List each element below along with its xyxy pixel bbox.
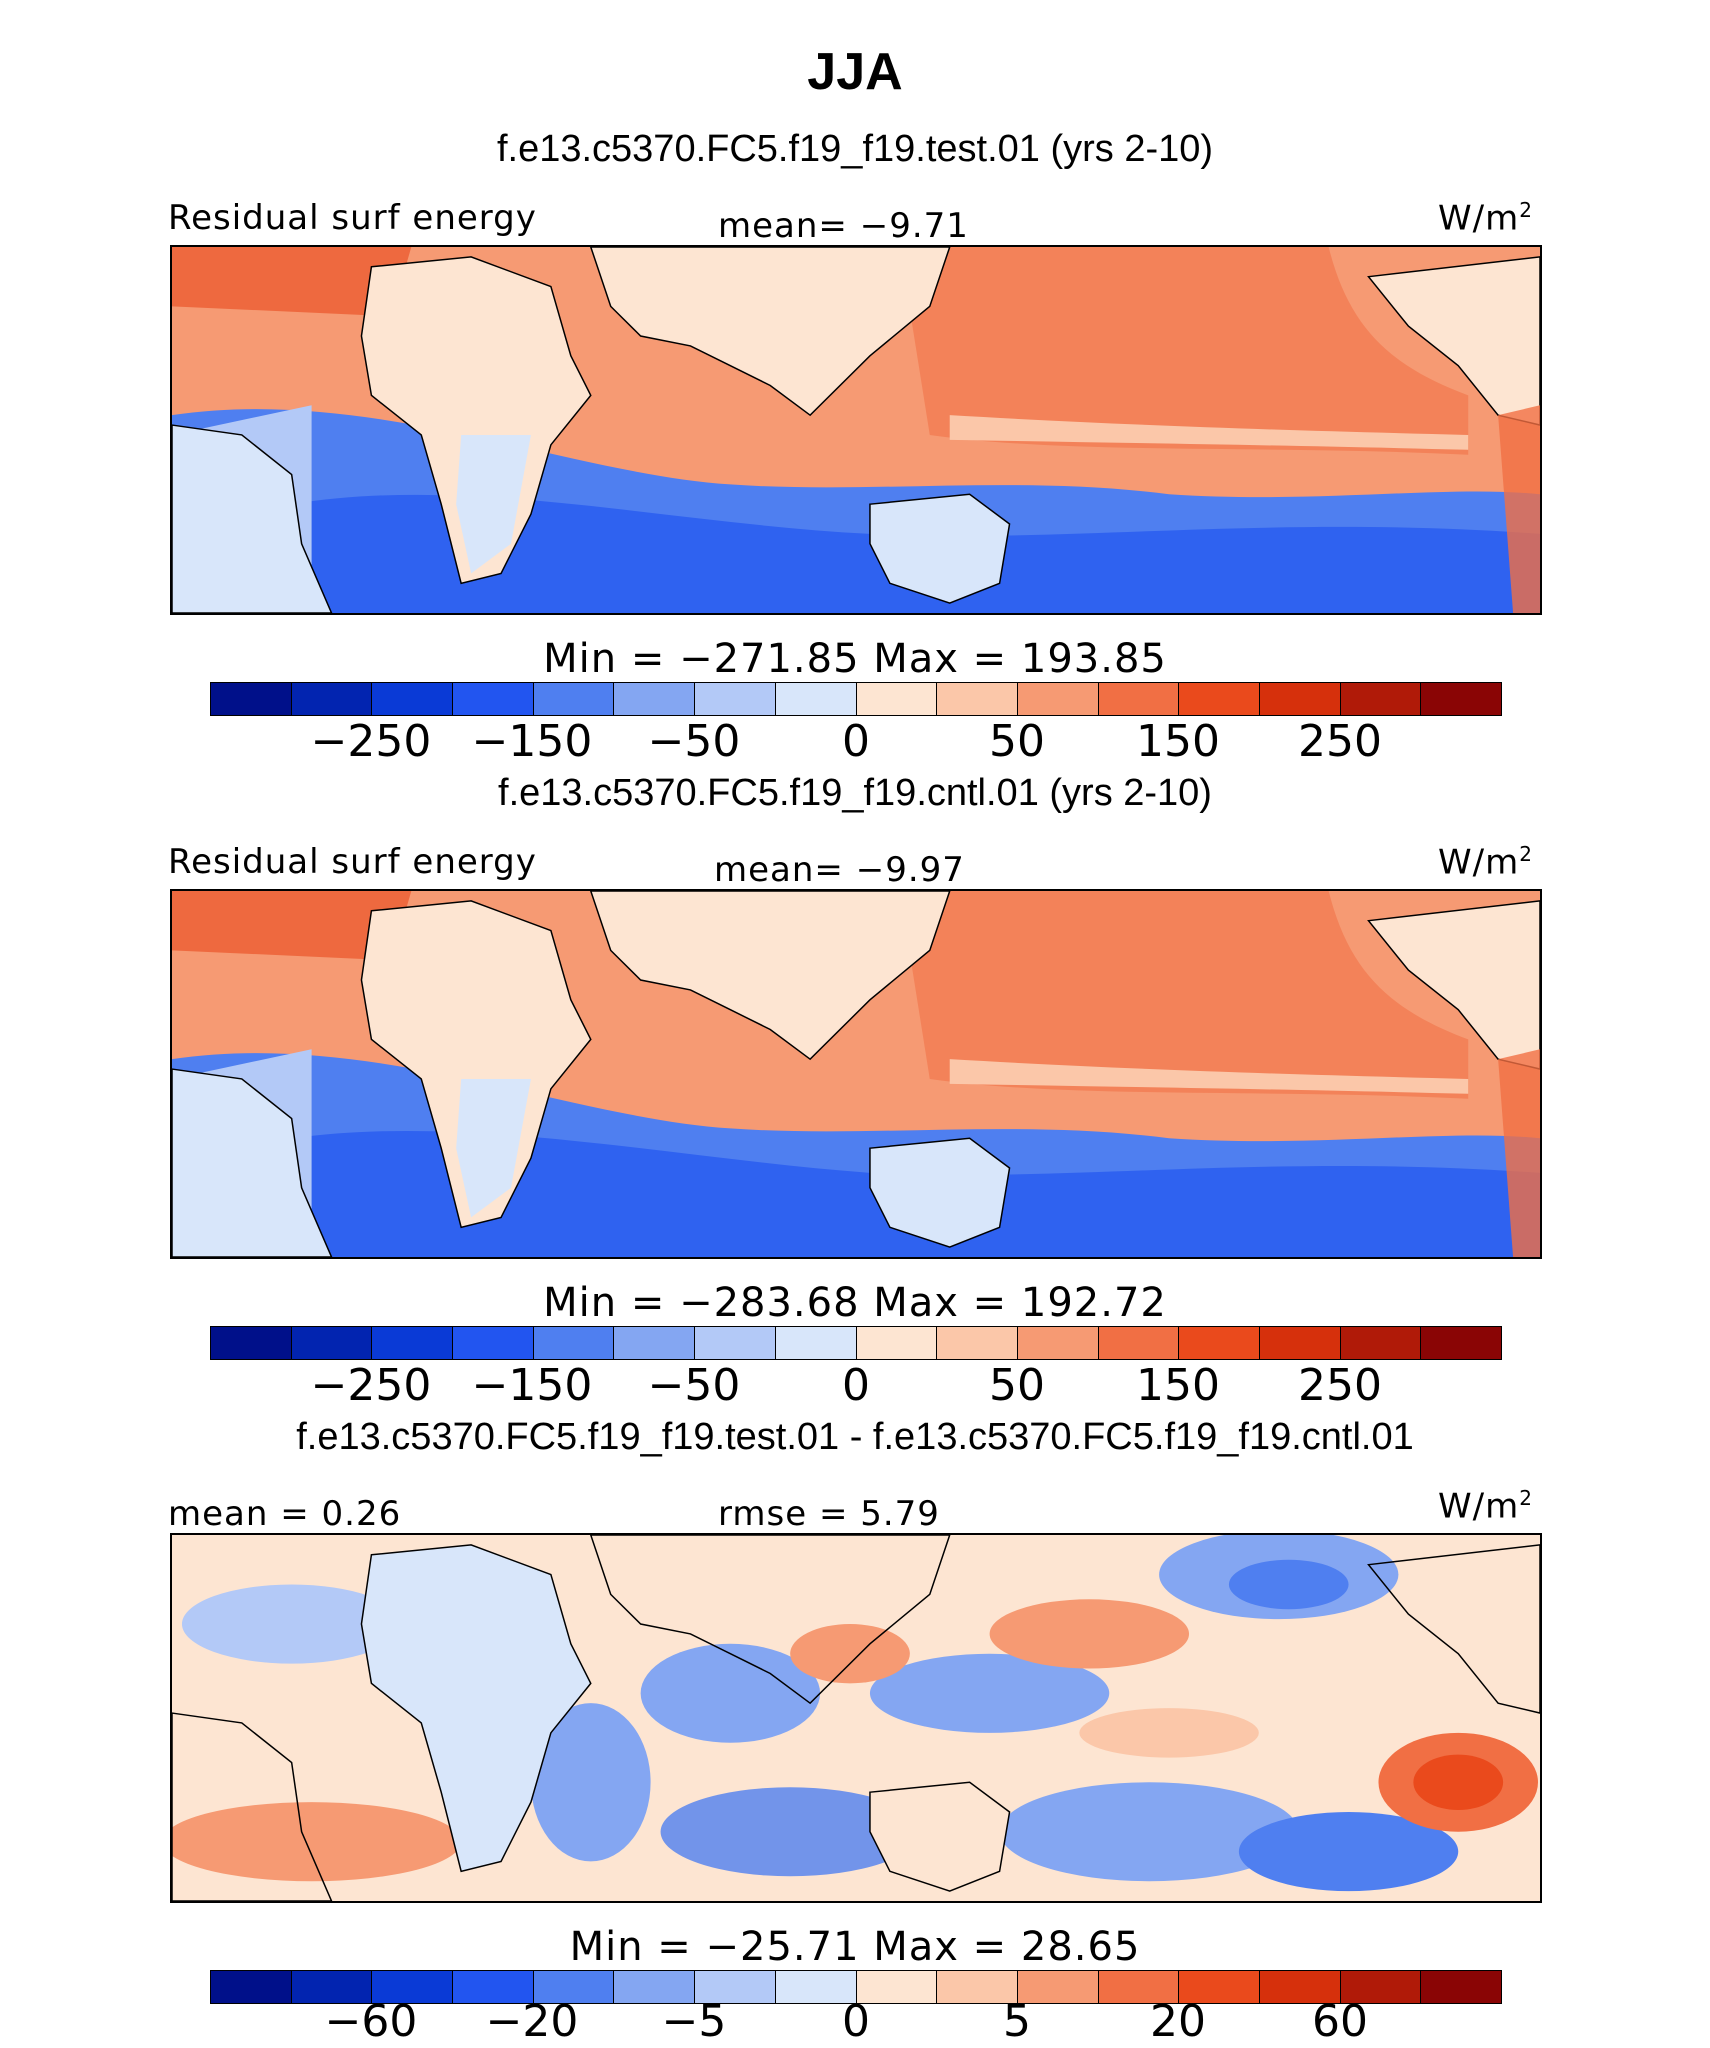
panel-3-units: W/m2 (1438, 1486, 1533, 1527)
colorbar-swatch (775, 1327, 857, 1359)
colorbar-tick-label: 5 (1003, 1996, 1031, 2047)
panel-2-units: W/m2 (1438, 842, 1533, 883)
colorbar-swatch (1340, 683, 1422, 715)
colorbar-swatch (291, 1327, 373, 1359)
colorbar-swatch (775, 1971, 857, 2003)
panel-1-minmax: Min = −271.85 Max = 193.85 (543, 636, 1167, 682)
panel-1-mean-label: mean= −9.71 (718, 206, 969, 246)
panel-2-mean-label: mean= −9.97 (714, 850, 965, 890)
colorbar-swatch (1340, 1971, 1422, 2003)
panel-3-colorbar (210, 1970, 1502, 2004)
panel-3-subtitle: f.e13.c5370.FC5.f19_f19.test.01 - f.e13.… (296, 1416, 1414, 1458)
colorbar-swatch (695, 1327, 776, 1359)
colorbar-tick-label: 0 (842, 1996, 870, 2047)
colorbar-tick-label: 0 (842, 716, 870, 767)
panel-1-colorbar (210, 682, 1502, 716)
colorbar-tick-label: −250 (310, 1360, 432, 1411)
colorbar-tick-label: 250 (1298, 1360, 1382, 1411)
colorbar-swatch (211, 1971, 292, 2003)
colorbar-swatch (695, 683, 776, 715)
panel-2-map (170, 889, 1542, 1259)
colorbar-swatch (775, 683, 857, 715)
colorbar-tick-label: −60 (324, 1996, 418, 2047)
colorbar-swatch (614, 1971, 696, 2003)
colorbar-tick-label: 150 (1136, 1360, 1220, 1411)
colorbar-swatch (856, 1327, 938, 1359)
colorbar-swatch (1179, 683, 1260, 715)
colorbar-tick-label: 150 (1136, 716, 1220, 767)
panel-1-variable-label: Residual surf energy (168, 198, 537, 238)
figure-title: JJA (807, 43, 903, 101)
panel-2-map-svg (172, 891, 1540, 1257)
colorbar-swatch (372, 1971, 454, 2003)
colorbar-swatch (1259, 1327, 1341, 1359)
panel-3-map-svg (172, 1535, 1540, 1901)
colorbar-swatch (1017, 1327, 1099, 1359)
colorbar-swatch (1179, 1971, 1260, 2003)
panel-3-rmse-label: rmse = 5.79 (718, 1494, 940, 1534)
colorbar-swatch (937, 1971, 1018, 2003)
colorbar-tick-label: 60 (1312, 1996, 1368, 2047)
colorbar-tick-label: 50 (989, 1360, 1045, 1411)
colorbar-swatch (614, 683, 696, 715)
panel-2-colorbar (210, 1326, 1502, 1360)
colorbar-swatch (1340, 1327, 1422, 1359)
colorbar-tick-label: −150 (471, 1360, 593, 1411)
colorbar-swatch (1421, 1327, 1501, 1359)
colorbar-swatch (695, 1971, 776, 2003)
colorbar-swatch (291, 1971, 373, 2003)
panel-1-map-svg (172, 247, 1540, 613)
panel-3-minmax: Min = −25.71 Max = 28.65 (569, 1924, 1141, 1970)
colorbar-tick-label: −50 (647, 1360, 741, 1411)
colorbar-swatch (1017, 1971, 1099, 2003)
colorbar-tick-label: −20 (485, 1996, 579, 2047)
colorbar-swatch (1259, 683, 1341, 715)
panel-2-subtitle: f.e13.c5370.FC5.f19_f19.cntl.01 (yrs 2-1… (498, 772, 1212, 814)
colorbar-swatch (1421, 683, 1501, 715)
colorbar-tick-label: 20 (1150, 1996, 1206, 2047)
panel-1-subtitle: f.e13.c5370.FC5.f19_f19.test.01 (yrs 2-1… (496, 128, 1214, 170)
panel-2-minmax: Min = −283.68 Max = 192.72 (543, 1280, 1167, 1326)
colorbar-swatch (453, 683, 534, 715)
panel-3-map (170, 1533, 1542, 1903)
colorbar-swatch (1179, 1327, 1260, 1359)
colorbar-swatch (453, 1327, 534, 1359)
panel-3-mean-label: mean = 0.26 (168, 1494, 402, 1534)
colorbar-swatch (291, 683, 373, 715)
colorbar-swatch (1098, 1971, 1180, 2003)
colorbar-swatch (614, 1327, 696, 1359)
colorbar-swatch (856, 683, 938, 715)
colorbar-tick-label: 250 (1298, 716, 1382, 767)
panel-2-variable-label: Residual surf energy (168, 842, 537, 882)
colorbar-swatch (372, 1327, 454, 1359)
colorbar-swatch (1098, 1327, 1180, 1359)
colorbar-swatch (937, 1327, 1018, 1359)
colorbar-tick-label: −250 (310, 716, 432, 767)
colorbar-swatch (1421, 1971, 1501, 2003)
colorbar-swatch (533, 683, 615, 715)
panel-1-units: W/m2 (1438, 198, 1533, 239)
panel-1-map (170, 245, 1542, 615)
colorbar-tick-label: 0 (842, 1360, 870, 1411)
colorbar-swatch (211, 683, 292, 715)
colorbar-tick-label: −50 (647, 716, 741, 767)
colorbar-swatch (1259, 1971, 1341, 2003)
colorbar-tick-label: −150 (471, 716, 593, 767)
colorbar-swatch (937, 683, 1018, 715)
colorbar-swatch (372, 683, 454, 715)
colorbar-swatch (856, 1971, 938, 2003)
colorbar-swatch (1098, 683, 1180, 715)
colorbar-tick-label: 50 (989, 716, 1045, 767)
colorbar-tick-label: −5 (661, 1996, 727, 2047)
colorbar-swatch (1017, 683, 1099, 715)
colorbar-swatch (533, 1327, 615, 1359)
colorbar-swatch (533, 1971, 615, 2003)
colorbar-swatch (453, 1971, 534, 2003)
colorbar-swatch (211, 1327, 292, 1359)
